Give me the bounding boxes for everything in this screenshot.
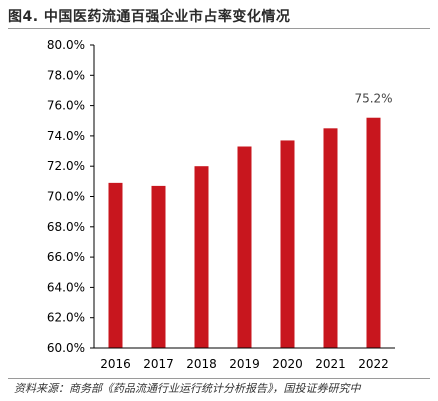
bar-2019 xyxy=(237,146,252,348)
source-divider xyxy=(8,378,430,379)
y-axis: 60.0% 62.0% 64.0% 66.0% 68.0% 70.0% 72.0% 74.0%… xyxy=(47,38,95,355)
title-divider xyxy=(8,28,430,29)
y-tick-label: 60.0% xyxy=(47,341,85,355)
y-tick-label: 68.0% xyxy=(47,220,85,234)
bar-2016 xyxy=(108,182,123,348)
x-tick-label: 2017 xyxy=(143,357,174,371)
y-tick-label: 64.0% xyxy=(47,280,85,294)
bar-2018 xyxy=(194,166,209,348)
bar-2017 xyxy=(151,185,166,348)
x-tick-label: 2020 xyxy=(272,357,303,371)
x-tick-label: 2018 xyxy=(186,357,217,371)
x-tick-label: 2021 xyxy=(315,357,346,371)
y-tick-label: 80.0% xyxy=(47,38,85,52)
x-tick-label: 2022 xyxy=(358,357,389,371)
x-axis: 2016 2017 2018 2019 2020 2021 2022 xyxy=(94,347,395,371)
data-label: 75.2% xyxy=(354,92,392,106)
y-tick-label: 74.0% xyxy=(47,129,85,143)
x-tick-label: 2016 xyxy=(100,357,131,371)
y-tick-label: 72.0% xyxy=(47,159,85,173)
y-tick-label: 78.0% xyxy=(47,68,85,82)
source-note: 资料来源：商务部《药品流通行业运行统计分析报告》，国投证券研究中 xyxy=(14,382,361,395)
figure-title: 图4. 中国医药流通百强企业市占率变化情况 xyxy=(8,9,291,25)
x-tick-label: 2019 xyxy=(229,357,260,371)
y-tick-label: 76.0% xyxy=(47,99,85,113)
bar-2020 xyxy=(280,140,295,348)
bar-2021 xyxy=(323,128,338,348)
annotations: 75.2% xyxy=(354,92,392,106)
y-tick-label: 66.0% xyxy=(47,250,85,264)
y-tick-label: 70.0% xyxy=(47,190,85,204)
bars xyxy=(108,117,381,348)
y-tick-label: 62.0% xyxy=(47,311,85,325)
bar-2022 xyxy=(366,117,381,348)
